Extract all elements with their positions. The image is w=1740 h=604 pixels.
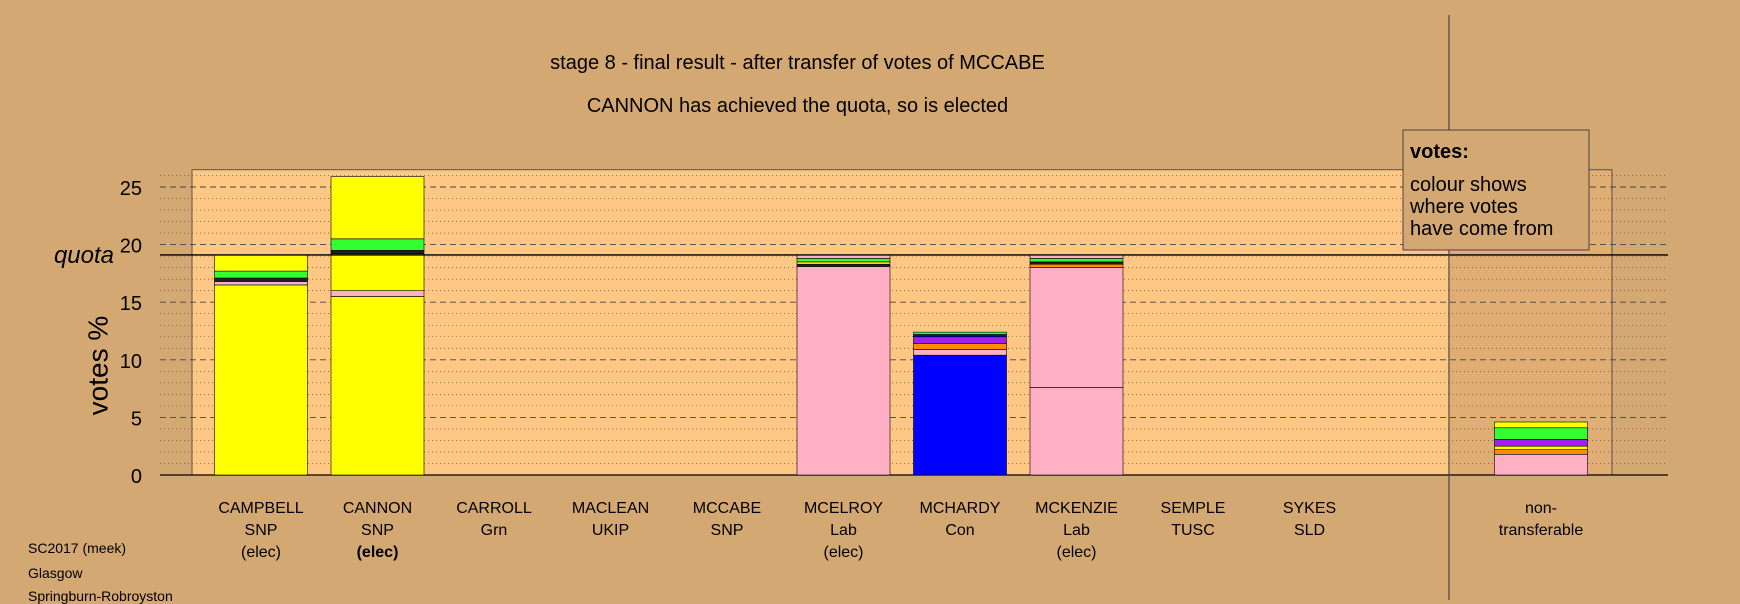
bar-label-status: (elec) [241, 544, 281, 561]
bar-label-name: CARROLL [456, 500, 532, 517]
bar-segment-cannon [330, 296, 425, 476]
bar-label-name: SEMPLE [1161, 500, 1226, 517]
footer-line-2: Glasgow [28, 565, 83, 581]
bar-segment-campbell [214, 281, 308, 286]
legend-text: where votes [1409, 196, 1518, 218]
chart-subtitle: CANNON has achieved the quota, so is ele… [586, 95, 1009, 117]
bar-segment-mcelroy [796, 258, 891, 263]
bar-label-name: SYKES [1283, 500, 1336, 517]
bar-segment-cannon [330, 238, 425, 251]
bar-segment-nontransferable [1494, 453, 1588, 476]
legend-text: have come from [1410, 218, 1553, 240]
bar-segment-mcelroy [796, 266, 891, 476]
bar-segment-nontransferable [1494, 427, 1588, 440]
y-tick-label: 5 [131, 408, 142, 430]
bar-label-status: (elec) [1056, 544, 1096, 561]
bar-label-name: MCELROY [804, 500, 883, 517]
bar-segment-cannon [330, 250, 425, 255]
bar-segment-cannon [330, 290, 425, 297]
bar-label-party: UKIP [592, 522, 629, 539]
legend-text: colour shows [1410, 174, 1527, 196]
bar-label-party: Lab [830, 522, 857, 539]
bar-segment-cannon [330, 253, 425, 291]
legend-box [1402, 129, 1590, 251]
bar-segment-mckenzie [1029, 267, 1124, 388]
bar-segment-mcelroy [796, 261, 891, 265]
footer-line-1: SC2017 (meek) [28, 540, 127, 556]
plot-panel [191, 169, 1613, 476]
bar-label-status: (elec) [357, 544, 399, 561]
bar-label-party: Lab [1063, 522, 1090, 539]
bar-label-name: MCKENZIE [1035, 500, 1118, 517]
nontransferable-label-1: non- [1525, 500, 1557, 517]
bar-segment-mchardy [913, 334, 1007, 338]
bar-segment-nontransferable [1494, 438, 1588, 447]
bar-label-name: MCCABE [693, 500, 761, 517]
bar-label-name: MACLEAN [572, 500, 649, 517]
bar-segment-campbell [214, 270, 308, 279]
bar-segment-mchardy [913, 343, 1007, 350]
bar-segment-campbell [214, 284, 308, 476]
footer-line-3: Springburn-Robroyston [28, 588, 173, 604]
bar-segment-nontransferable [1494, 421, 1588, 429]
bar-segment-mckenzie [1029, 263, 1124, 268]
bar-segment-mchardy [913, 331, 1007, 335]
bar-label-status: (elec) [823, 544, 863, 561]
bar-segment-mckenzie [1029, 261, 1124, 265]
bar-label-name: CAMPBELL [218, 500, 303, 517]
bar-label-party: SNP [245, 522, 278, 539]
y-tick-label: 15 [120, 293, 142, 315]
y-tick-label: 20 [120, 236, 142, 258]
bar-segment-mcelroy [796, 263, 891, 267]
bar-segment-campbell [214, 277, 308, 282]
quota-label: quota [54, 242, 114, 269]
nontransferable-label-2: transferable [1499, 522, 1584, 539]
bar-segment-mchardy [913, 354, 1007, 476]
bar-label-party: TUSC [1171, 522, 1215, 539]
bar-segment-campbell [214, 254, 308, 272]
bar-label-party: SNP [711, 522, 744, 539]
bar-label-party: Grn [481, 522, 508, 539]
bar-segment-nontransferable [1494, 449, 1588, 455]
y-tick-label: 10 [120, 351, 142, 373]
chart-title: stage 8 - final result - after transfer … [550, 52, 1045, 74]
bar-segment-mckenzie [1029, 258, 1124, 263]
bar-label-party: Con [945, 522, 974, 539]
y-tick-label: 0 [131, 466, 142, 488]
bar-segment-mchardy [913, 336, 1007, 344]
bar-segment-mckenzie [1029, 387, 1124, 476]
bar-segment-mchardy [913, 349, 1007, 356]
bar-segment-nontransferable [1494, 445, 1588, 450]
y-axis-label: votes % [82, 316, 113, 416]
bar-segment-cannon [330, 176, 425, 240]
y-tick-label: 25 [120, 178, 142, 200]
bar-label-party: SNP [361, 522, 394, 539]
bar-label-name: MCHARDY [920, 500, 1001, 517]
bar-label-name: CANNON [343, 500, 412, 517]
bar-label-party: SLD [1294, 522, 1325, 539]
legend-title: votes: [1410, 141, 1469, 163]
